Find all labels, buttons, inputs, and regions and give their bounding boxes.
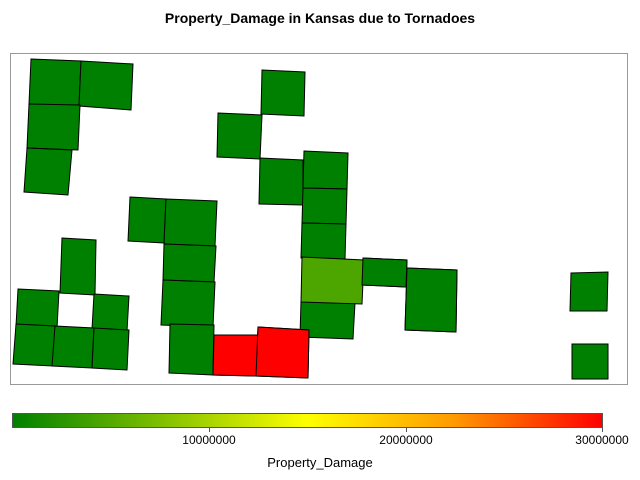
county-region bbox=[127, 196, 167, 244]
county-region bbox=[15, 288, 60, 329]
county-region bbox=[162, 243, 217, 283]
county-region bbox=[12, 323, 56, 367]
legend-tick-label: 10000000 bbox=[182, 433, 236, 447]
legend-title: Property_Damage bbox=[267, 455, 373, 470]
county-region bbox=[216, 112, 263, 160]
county-region bbox=[78, 60, 134, 111]
county-region bbox=[300, 222, 347, 260]
county-region bbox=[404, 267, 458, 333]
county-region bbox=[28, 58, 82, 107]
legend-tick-label: 30000000 bbox=[575, 433, 629, 447]
color-legend-bar bbox=[12, 413, 603, 428]
county-region bbox=[258, 157, 304, 206]
county-region bbox=[51, 325, 95, 369]
county-region bbox=[255, 326, 310, 379]
county-region bbox=[168, 323, 215, 376]
legend-tick-label: 20000000 bbox=[379, 433, 433, 447]
county-region bbox=[160, 279, 216, 328]
county-region bbox=[300, 256, 365, 305]
legend-tick bbox=[602, 428, 603, 432]
county-region bbox=[302, 150, 349, 190]
county-region bbox=[571, 343, 609, 380]
county-region bbox=[91, 327, 130, 371]
legend-tick bbox=[406, 428, 407, 432]
legend-tick bbox=[209, 428, 210, 432]
county-region bbox=[26, 103, 81, 151]
county-region bbox=[260, 69, 306, 117]
map-title: Property_Damage in Kansas due to Tornado… bbox=[164, 10, 476, 26]
county-region bbox=[569, 271, 609, 312]
county-region bbox=[163, 198, 218, 247]
county-region bbox=[361, 257, 408, 288]
county-region bbox=[212, 334, 259, 377]
county-region bbox=[23, 147, 73, 196]
county-region bbox=[59, 237, 97, 296]
county-region bbox=[91, 293, 130, 332]
county-region bbox=[301, 187, 348, 225]
